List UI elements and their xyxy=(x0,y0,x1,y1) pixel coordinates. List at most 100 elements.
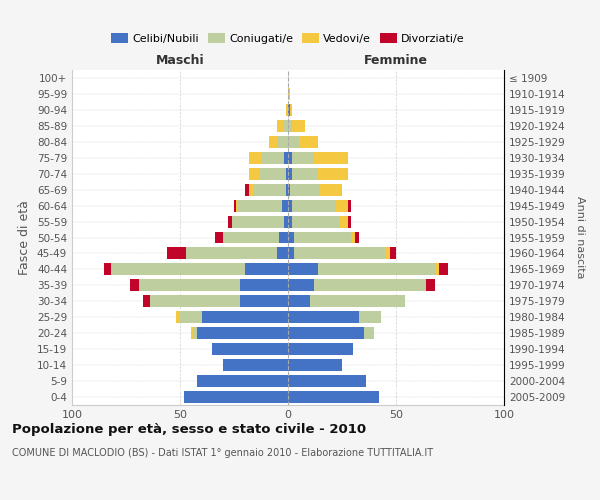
Text: Maschi: Maschi xyxy=(155,54,205,67)
Bar xyxy=(288,264,318,276)
Bar xyxy=(191,327,193,339)
Bar xyxy=(288,280,314,291)
Bar xyxy=(245,184,249,196)
Bar xyxy=(227,216,232,228)
Bar xyxy=(167,248,187,260)
Bar xyxy=(288,88,290,100)
Bar xyxy=(288,136,299,148)
Bar xyxy=(284,120,288,132)
Text: Popolazione per età, sesso e stato civile - 2010: Popolazione per età, sesso e stato civil… xyxy=(12,422,366,436)
Bar xyxy=(288,343,353,355)
Bar xyxy=(249,184,253,196)
Bar xyxy=(281,200,288,211)
Bar xyxy=(241,280,288,291)
Bar xyxy=(253,184,286,196)
Bar xyxy=(288,248,295,260)
Bar xyxy=(184,391,288,403)
Bar xyxy=(284,216,288,228)
Bar xyxy=(288,200,292,211)
Bar xyxy=(350,232,355,243)
Bar xyxy=(288,327,364,339)
Bar xyxy=(288,391,379,403)
Bar xyxy=(284,152,288,164)
Bar xyxy=(232,216,284,228)
Bar xyxy=(111,264,245,276)
Bar xyxy=(277,120,284,132)
Text: Femmine: Femmine xyxy=(364,54,428,67)
Bar xyxy=(288,232,295,243)
Bar xyxy=(143,296,150,308)
Bar xyxy=(245,264,288,276)
Bar xyxy=(359,312,381,323)
Bar xyxy=(260,168,286,179)
Bar xyxy=(288,296,310,308)
Bar xyxy=(288,184,290,196)
Bar xyxy=(187,248,277,260)
Bar xyxy=(292,152,314,164)
Bar xyxy=(385,248,389,260)
Bar xyxy=(212,343,288,355)
Bar xyxy=(292,216,340,228)
Bar xyxy=(215,232,223,243)
Bar xyxy=(435,264,439,276)
Bar xyxy=(288,312,359,323)
Bar xyxy=(223,232,280,243)
Bar xyxy=(295,248,385,260)
Text: COMUNE DI MACLODIO (BS) - Dati ISTAT 1° gennaio 2010 - Elaborazione TUTTITALIA.I: COMUNE DI MACLODIO (BS) - Dati ISTAT 1° … xyxy=(12,448,433,458)
Bar xyxy=(310,296,404,308)
Bar xyxy=(314,280,426,291)
Bar xyxy=(439,264,448,276)
Bar xyxy=(197,327,288,339)
Bar xyxy=(288,120,292,132)
Bar xyxy=(320,184,342,196)
Bar xyxy=(249,152,262,164)
Bar xyxy=(292,168,318,179)
Bar xyxy=(280,232,288,243)
Bar xyxy=(288,359,342,371)
Bar xyxy=(104,264,111,276)
Bar xyxy=(299,136,318,148)
Bar xyxy=(349,200,350,211)
Bar xyxy=(288,168,292,179)
Bar xyxy=(389,248,396,260)
Bar xyxy=(364,327,374,339)
Bar xyxy=(335,200,349,211)
Bar xyxy=(197,375,288,387)
Bar xyxy=(288,104,290,116)
Bar xyxy=(288,152,292,164)
Bar xyxy=(193,327,197,339)
Bar xyxy=(288,216,292,228)
Bar xyxy=(176,312,180,323)
Bar xyxy=(292,200,335,211)
Bar xyxy=(290,104,292,116)
Bar xyxy=(286,168,288,179)
Bar xyxy=(269,136,277,148)
Bar xyxy=(349,216,350,228)
Bar xyxy=(130,280,139,291)
Bar xyxy=(292,120,305,132)
Bar xyxy=(202,312,288,323)
Bar xyxy=(286,104,288,116)
Bar xyxy=(236,200,238,211)
Bar xyxy=(355,232,359,243)
Bar xyxy=(277,248,288,260)
Y-axis label: Fasce di età: Fasce di età xyxy=(19,200,31,275)
Bar xyxy=(150,296,241,308)
Bar xyxy=(426,280,435,291)
Bar xyxy=(262,152,284,164)
Bar xyxy=(139,280,241,291)
Bar xyxy=(223,359,288,371)
Bar xyxy=(290,184,320,196)
Bar xyxy=(277,136,288,148)
Bar xyxy=(249,168,260,179)
Bar xyxy=(295,232,350,243)
Bar xyxy=(340,216,349,228)
Bar xyxy=(288,375,366,387)
Bar xyxy=(286,184,288,196)
Bar xyxy=(234,200,236,211)
Y-axis label: Anni di nascita: Anni di nascita xyxy=(575,196,585,279)
Bar xyxy=(318,168,349,179)
Bar xyxy=(318,264,435,276)
Bar xyxy=(238,200,281,211)
Bar xyxy=(241,296,288,308)
